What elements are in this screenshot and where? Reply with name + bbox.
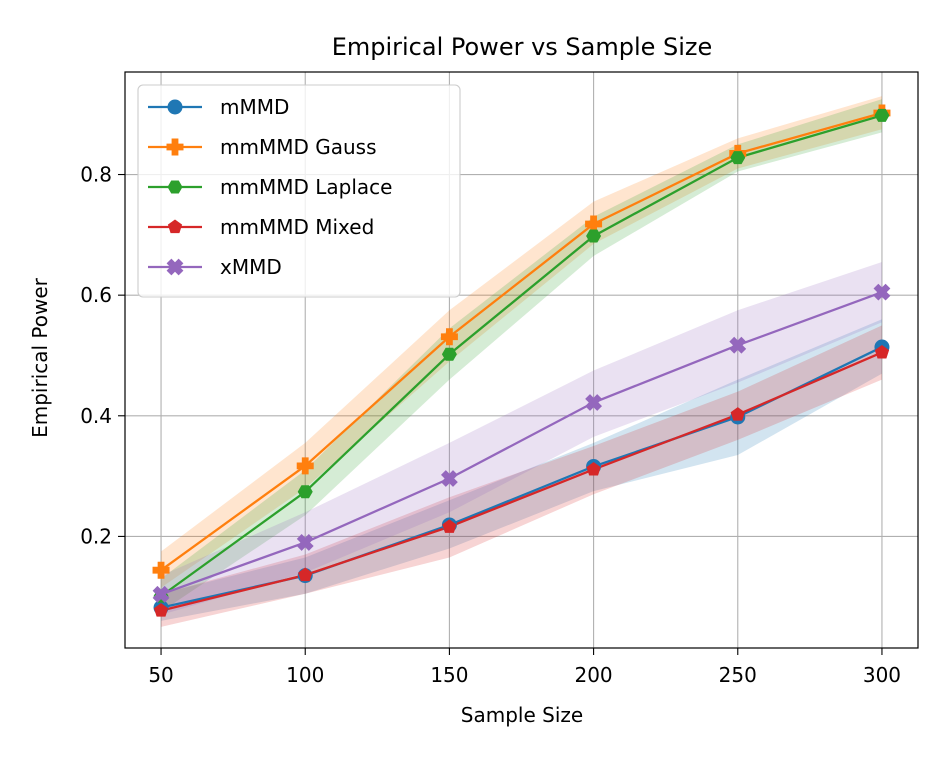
legend-box [137, 84, 461, 298]
point-xmmd [729, 336, 747, 354]
x-tick-label: 50 [148, 663, 173, 687]
point-xmmd [440, 470, 458, 487]
plot-frame [124, 71, 919, 649]
legend-marker-mmmmd-laplace [167, 180, 183, 194]
band-mmmd [161, 319, 882, 621]
legend-label-mmmd: mMMD [220, 95, 289, 119]
point-mmmmd-mixed [874, 344, 890, 359]
point-mmmmd-mixed [586, 461, 601, 476]
legend-label-mmmmd-mixed: mmMMD Mixed [220, 215, 374, 239]
point-xmmd [873, 283, 891, 301]
legend-marker-mmmd [167, 99, 183, 115]
legend-label-mmmmd-laplace: mmMMD Laplace [220, 175, 392, 199]
point-mmmmd-mixed [153, 603, 169, 617]
point-mmmmd-laplace [586, 229, 602, 243]
point-mmmmd-laplace [441, 347, 457, 361]
x-tick-label: 150 [430, 663, 468, 687]
x-tick-label: 250 [719, 663, 757, 687]
y-tick-label: 0.4 [80, 404, 112, 428]
legend: mMMD mmMMD Gauss mmMMD Laplace mmMMD Mixed x… [137, 84, 461, 298]
x-tick-label: 200 [574, 663, 612, 687]
series-markers [152, 104, 891, 617]
line-xmmd [160, 291, 883, 596]
point-mmmmd-gauss [585, 215, 603, 233]
x-tick-label: 100 [286, 663, 324, 687]
x-axis-ticks: 50 100 150 200 250 300 [148, 648, 901, 687]
point-xmmd [152, 585, 170, 603]
y-axis-ticks: 0.2 0.4 0.6 0.8 [80, 163, 125, 548]
point-mmmmd-mixed [298, 567, 313, 582]
legend-marker-mmmmd-mixed [167, 219, 183, 234]
point-mmmmd-gauss [440, 328, 458, 346]
point-xmmd [585, 394, 603, 411]
legend-label-mmmmd-gauss: mmMMD Gauss [220, 135, 377, 159]
series-lines [160, 111, 883, 612]
point-xmmd [296, 534, 314, 551]
x-tick-label: 300 [863, 663, 901, 687]
line-mmmmd-gauss [160, 111, 883, 572]
legend-marker-mmmmd-gauss [166, 138, 184, 156]
y-tick-label: 0.2 [80, 524, 112, 548]
chart-title: Empirical Power vs Sample Size [332, 33, 713, 61]
x-axis-label: Sample Size [461, 703, 583, 727]
point-mmmmd-gauss [296, 457, 314, 475]
band-mmmmd-gauss [161, 96, 882, 588]
point-mmmmd-laplace [874, 108, 890, 122]
legend-marker-xmmd [166, 258, 184, 276]
point-mmmmd-mixed [730, 407, 745, 421]
point-mmmmd-laplace [297, 485, 313, 499]
band-mmmmd-laplace [161, 99, 882, 612]
point-mmmmd-gauss [152, 561, 170, 579]
y-tick-label: 0.6 [80, 283, 112, 307]
y-tick-label: 0.8 [80, 163, 112, 187]
point-mmmmd-laplace [730, 151, 746, 165]
line-mmmmd-laplace [160, 114, 883, 598]
legend-label-xmmd: xMMD [220, 255, 282, 279]
band-mmmmd-mixed [161, 325, 882, 627]
point-mmmmd-mixed [442, 519, 457, 533]
line-mmmmd-mixed [160, 351, 883, 612]
y-axis-label: Empirical Power [28, 277, 52, 438]
